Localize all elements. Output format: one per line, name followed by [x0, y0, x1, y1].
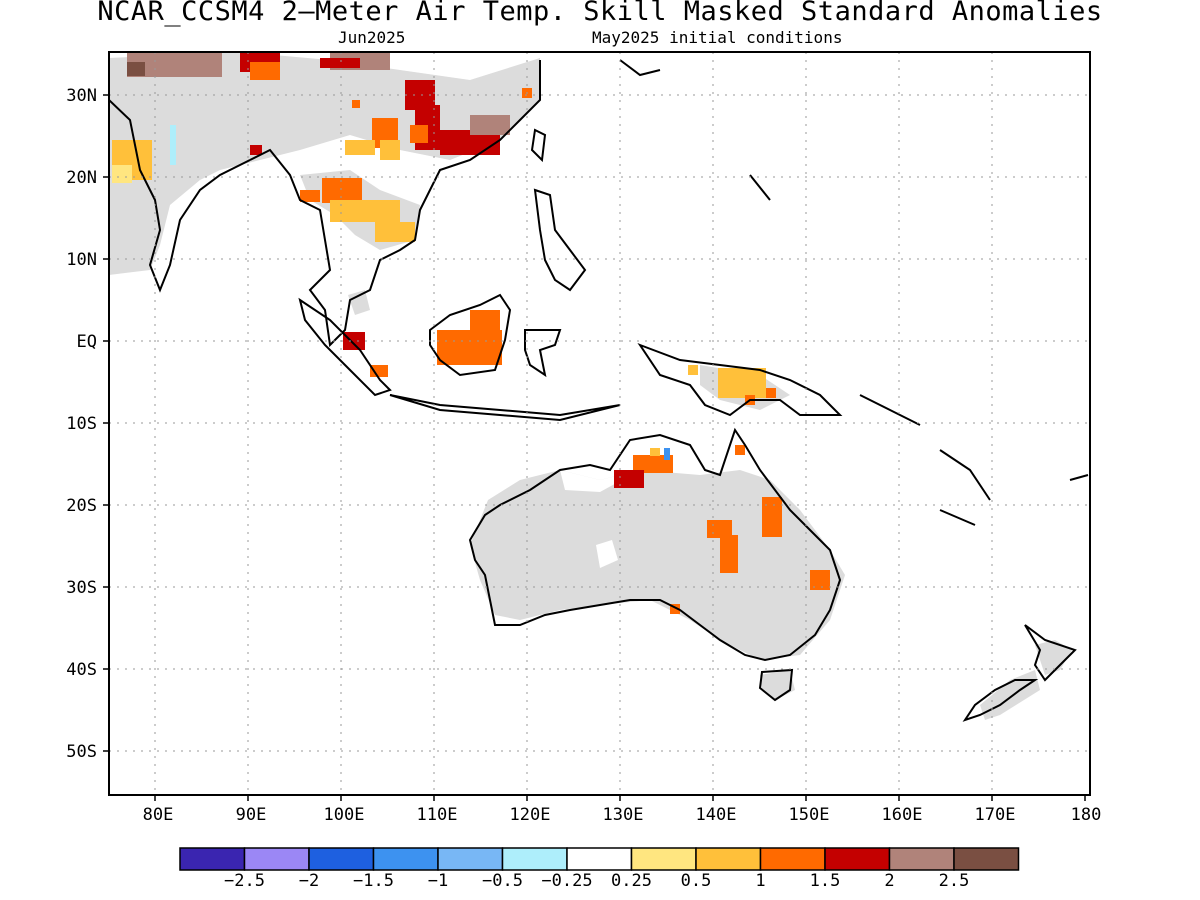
forecast-month: Jun2025 [338, 28, 406, 47]
lon-label-170e: 170E [975, 805, 1016, 825]
lon-label-130e: 130E [603, 805, 644, 825]
colorbar-swatch [824, 847, 891, 871]
colorbar-label: −2 [299, 871, 319, 891]
map-layers [109, 52, 1090, 795]
lat-label-20n: 20N [66, 168, 97, 188]
colorbar-swatch [695, 847, 762, 871]
lon-label-120e: 120E [510, 805, 551, 825]
colorbar: −2.5 −2 −1.5 −1 −0.5 −0.25 0.25 0.5 1 1.5 2 2.5 [179, 847, 1020, 891]
lat-label-20s: 20S [66, 496, 97, 516]
initial-conditions: May2025 initial conditions [592, 28, 843, 47]
lon-label-90e: 90E [236, 805, 267, 825]
colorbar-swatch [372, 847, 439, 871]
tick-marks [103, 94, 1086, 801]
coastlines [109, 59, 1089, 722]
lat-label-eq: EQ [77, 332, 97, 352]
colorbar-swatch [630, 847, 697, 871]
colorbar-swatch [501, 847, 568, 871]
lat-label-40s: 40S [66, 660, 97, 680]
colorbar-label: −2.5 [224, 871, 265, 891]
colorbar-label: 2 [884, 871, 894, 891]
lon-label-180: 180 [1071, 805, 1102, 825]
colorbar-swatch [243, 847, 310, 871]
colorbar-label: 2.5 [939, 871, 970, 891]
colorbar-label: −0.5 [482, 871, 523, 891]
lon-label-100e: 100E [324, 805, 365, 825]
colorbar-swatch [308, 847, 375, 871]
anomaly-cells [112, 52, 830, 614]
colorbar-label: 1 [755, 871, 765, 891]
lat-label-30s: 30S [66, 578, 97, 598]
colorbar-swatch [888, 847, 955, 871]
colorbar-swatch [759, 847, 826, 871]
chart-title: NCAR_CCSM4 2—Meter Air Temp. Skill Maske… [97, 0, 1103, 27]
colorbar-label: −0.25 [541, 871, 592, 891]
lat-label-50s: 50S [66, 742, 97, 762]
colorbar-label: 0.25 [611, 871, 652, 891]
colorbar-swatch [437, 847, 504, 871]
lat-label-10s: 10S [66, 414, 97, 434]
lon-label-150e: 150E [789, 805, 830, 825]
colorbar-swatch [179, 847, 246, 871]
colorbar-label: −1.5 [353, 871, 394, 891]
lon-label-110e: 110E [417, 805, 458, 825]
lon-label-140e: 140E [696, 805, 737, 825]
colorbar-swatch [566, 847, 633, 871]
lat-label-10n: 10N [66, 250, 97, 270]
lat-label-30n: 30N [66, 86, 97, 106]
colorbar-label: 0.5 [681, 871, 712, 891]
colorbar-label: −1 [428, 871, 448, 891]
lon-label-80e: 80E [143, 805, 174, 825]
gridlines [109, 52, 1090, 795]
colorbar-label: 1.5 [810, 871, 841, 891]
colorbar-swatch [953, 847, 1020, 871]
lon-label-160e: 160E [882, 805, 923, 825]
